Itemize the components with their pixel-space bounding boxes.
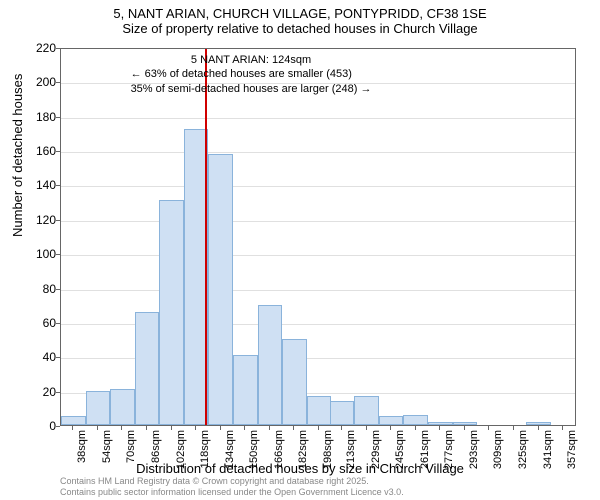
annotation-box: 5 NANT ARIAN: 124sqm← 63% of detached ho… xyxy=(131,53,372,96)
annotation-line-2: ← 63% of detached houses are smaller (45… xyxy=(131,67,372,81)
ytick-label: 100 xyxy=(36,247,56,261)
xtick-mark xyxy=(244,426,245,430)
histogram-bar xyxy=(403,415,428,425)
histogram-bar xyxy=(86,391,111,425)
histogram-bar xyxy=(282,339,307,425)
ytick-label: 120 xyxy=(36,213,56,227)
ytick-label: 180 xyxy=(36,110,56,124)
ytick-mark xyxy=(56,151,60,152)
ytick-mark xyxy=(56,323,60,324)
xtick-label: 54sqm xyxy=(101,430,113,463)
ytick-mark xyxy=(56,357,60,358)
xtick-mark xyxy=(195,426,196,430)
ytick-mark xyxy=(56,289,60,290)
xtick-mark xyxy=(366,426,367,430)
gridline xyxy=(61,118,575,119)
chart-container: 5, NANT ARIAN, CHURCH VILLAGE, PONTYPRID… xyxy=(0,0,600,500)
gridline xyxy=(61,255,575,256)
xtick-mark xyxy=(318,426,319,430)
histogram-bar xyxy=(61,416,86,425)
histogram-bar xyxy=(110,389,135,425)
ytick-label: 80 xyxy=(43,282,56,296)
ytick-mark xyxy=(56,48,60,49)
footer-line-1: Contains HM Land Registry data © Crown c… xyxy=(60,476,404,487)
xtick-mark xyxy=(562,426,563,430)
histogram-bar xyxy=(354,396,379,425)
ytick-mark xyxy=(56,117,60,118)
histogram-bar xyxy=(526,422,551,425)
title-block: 5, NANT ARIAN, CHURCH VILLAGE, PONTYPRID… xyxy=(0,0,600,36)
ytick-mark xyxy=(56,254,60,255)
ytick-mark xyxy=(56,392,60,393)
annotation-line-1: 5 NANT ARIAN: 124sqm xyxy=(131,53,372,67)
footer-attribution: Contains HM Land Registry data © Crown c… xyxy=(60,476,404,498)
histogram-bar xyxy=(135,312,160,425)
xtick-mark xyxy=(269,426,270,430)
histogram-bar xyxy=(307,396,332,425)
xtick-mark xyxy=(415,426,416,430)
xtick-label: 38sqm xyxy=(76,430,88,463)
ytick-mark xyxy=(56,220,60,221)
x-axis-label: Distribution of detached houses by size … xyxy=(0,461,600,476)
reference-line xyxy=(205,49,207,425)
xtick-mark xyxy=(439,426,440,430)
histogram-bar xyxy=(208,154,233,425)
ytick-label: 140 xyxy=(36,178,56,192)
xtick-mark xyxy=(146,426,147,430)
ytick-mark xyxy=(56,82,60,83)
xtick-mark xyxy=(464,426,465,430)
gridline xyxy=(61,186,575,187)
ytick-label: 220 xyxy=(36,41,56,55)
annotation-line-3: 35% of semi-detached houses are larger (… xyxy=(131,82,372,96)
ytick-label: 0 xyxy=(49,419,56,433)
ytick-label: 40 xyxy=(43,350,56,364)
title-subtitle: Size of property relative to detached ho… xyxy=(0,21,600,36)
xtick-mark xyxy=(538,426,539,430)
histogram-bar xyxy=(453,422,478,425)
xtick-mark xyxy=(220,426,221,430)
histogram-bar xyxy=(330,401,355,425)
xtick-mark xyxy=(293,426,294,430)
histogram-bar xyxy=(379,416,404,425)
histogram-bar xyxy=(428,422,453,425)
ytick-label: 200 xyxy=(36,75,56,89)
gridline xyxy=(61,152,575,153)
xtick-mark xyxy=(97,426,98,430)
xtick-mark xyxy=(121,426,122,430)
histogram-bar xyxy=(159,200,184,425)
xtick-mark xyxy=(341,426,342,430)
xtick-label: 70sqm xyxy=(125,430,137,463)
histogram-bar xyxy=(233,355,258,425)
gridline xyxy=(61,221,575,222)
ytick-label: 160 xyxy=(36,144,56,158)
gridline xyxy=(61,290,575,291)
xtick-label: 86sqm xyxy=(150,430,162,463)
ytick-label: 20 xyxy=(43,385,56,399)
footer-line-2: Contains public sector information licen… xyxy=(60,487,404,498)
xtick-mark xyxy=(72,426,73,430)
xtick-mark xyxy=(488,426,489,430)
xtick-mark xyxy=(390,426,391,430)
histogram-bar xyxy=(258,305,283,425)
ytick-mark xyxy=(56,185,60,186)
ytick-mark xyxy=(56,426,60,427)
title-address: 5, NANT ARIAN, CHURCH VILLAGE, PONTYPRID… xyxy=(0,6,600,21)
xtick-mark xyxy=(171,426,172,430)
ytick-label: 60 xyxy=(43,316,56,330)
xtick-mark xyxy=(513,426,514,430)
y-axis-label: Number of detached houses xyxy=(10,74,25,237)
plot-area: 5 NANT ARIAN: 124sqm← 63% of detached ho… xyxy=(60,48,576,426)
